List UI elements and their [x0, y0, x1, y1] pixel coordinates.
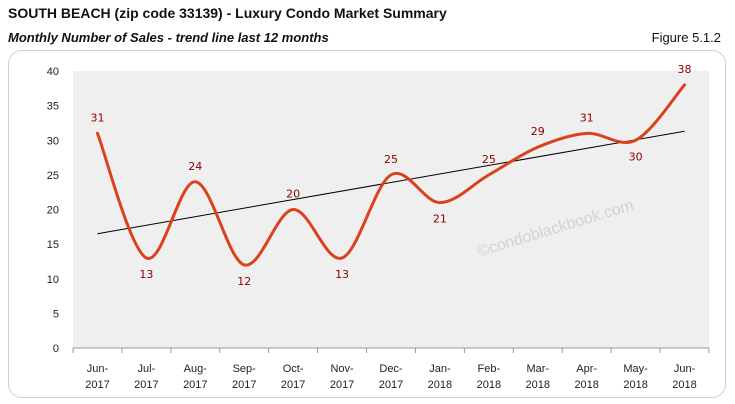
- figure-label: Figure 5.1.2: [651, 30, 721, 45]
- data-label: 30: [629, 150, 643, 163]
- data-label: 21: [433, 213, 447, 226]
- y-tick-label: 20: [47, 205, 59, 217]
- x-tick-label: Oct-2017: [281, 363, 305, 391]
- x-tick-label: Jun-2018: [672, 363, 696, 391]
- x-tick-label: Dec-2017: [379, 363, 403, 391]
- data-label: 31: [90, 111, 104, 124]
- data-label: 13: [335, 268, 349, 281]
- data-label: 13: [139, 268, 153, 281]
- x-tick-label: Sep-2017: [232, 363, 256, 391]
- data-label: 25: [482, 153, 496, 166]
- data-label: 31: [580, 111, 594, 124]
- chart-frame: 0 5 10 15 20 25 30 35 40 Jun-2017 Jul-2017 Aug-2017…: [8, 50, 726, 398]
- data-label: 12: [237, 275, 251, 288]
- y-tick-label: 5: [53, 308, 59, 320]
- data-label: 24: [188, 160, 202, 173]
- x-tick-label: Nov-2017: [330, 363, 354, 391]
- trend-line: [97, 130, 685, 235]
- plot-area: [73, 71, 709, 348]
- y-tick-label: 15: [47, 239, 59, 251]
- chart-title: SOUTH BEACH (zip code 33139) - Luxury Co…: [8, 5, 447, 21]
- y-tick-label: 10: [47, 274, 59, 286]
- x-tick-label: Apr-2018: [574, 363, 598, 391]
- chart-subtitle: Monthly Number of Sales - trend line las…: [8, 30, 329, 45]
- x-tick-label: Jun-2017: [85, 363, 109, 391]
- x-tick-label: Feb-2018: [477, 363, 501, 391]
- data-label: 20: [286, 188, 300, 201]
- x-tick-label: May-2018: [623, 363, 648, 391]
- series-line: [95, 83, 687, 267]
- x-tick-label: Jul-2017: [134, 363, 158, 391]
- data-label: 25: [384, 153, 398, 166]
- line-chart: 0 5 10 15 20 25 30 35 40 Jun-2017 Jul-2017 Aug-2017…: [47, 63, 710, 391]
- data-label: 38: [678, 63, 692, 76]
- y-tick-label: 30: [47, 135, 59, 147]
- y-tick-label: 35: [47, 101, 59, 113]
- x-tick-label: Jan-2018: [428, 363, 452, 391]
- y-tick-label: 0: [53, 343, 59, 355]
- y-tick-label: 25: [47, 170, 59, 182]
- x-tick-label: Mar-2018: [526, 363, 550, 391]
- data-label: 29: [531, 125, 545, 138]
- y-tick-label: 40: [47, 66, 59, 78]
- x-tick-label: Aug-2017: [183, 363, 207, 391]
